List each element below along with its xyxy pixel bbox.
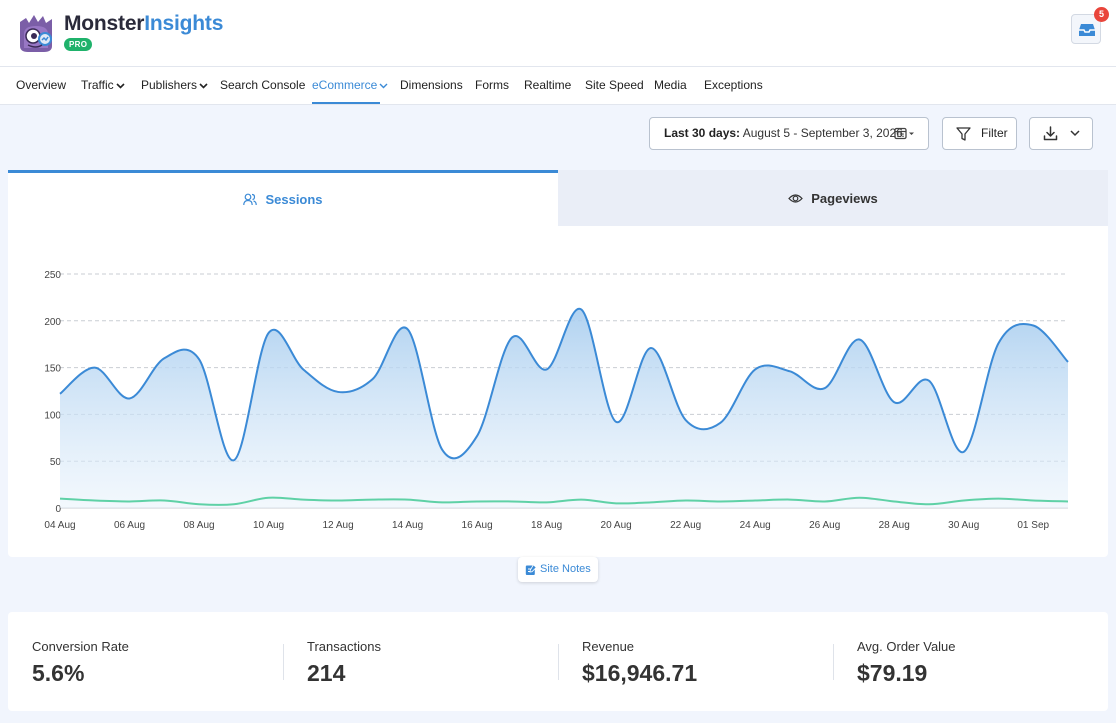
x-tick-label: 16 Aug xyxy=(462,520,493,531)
nav-dimensions[interactable]: Dimensions xyxy=(400,78,463,92)
nav-site-speed[interactable]: Site Speed xyxy=(585,78,644,92)
y-tick-label: 50 xyxy=(50,457,62,468)
stat-label: Revenue xyxy=(582,639,635,654)
stat-revenue: Revenue $16,946.71 xyxy=(558,612,833,711)
stat-value: $16,946.71 xyxy=(582,660,698,686)
users-icon xyxy=(243,193,258,205)
chevron-down-icon xyxy=(199,83,208,89)
x-tick-label: 06 Aug xyxy=(114,520,145,531)
tab-sessions-label: Sessions xyxy=(265,192,323,207)
nav-traffic[interactable]: Traffic xyxy=(81,78,125,92)
stat-divider xyxy=(558,644,559,680)
filter-label: Filter xyxy=(981,126,1008,140)
brand-part-2: Insights xyxy=(144,12,224,35)
x-tick-label: 01 Sep xyxy=(1017,520,1049,531)
brand-name: MonsterInsights xyxy=(64,12,223,36)
nav-forms[interactable]: Forms xyxy=(475,78,509,92)
nav-site-speed-label: Site Speed xyxy=(585,78,644,92)
x-tick-label: 26 Aug xyxy=(809,520,840,531)
download-icon xyxy=(1043,126,1058,141)
x-tick-label: 22 Aug xyxy=(670,520,701,531)
nav-media[interactable]: Media xyxy=(654,78,687,92)
sessions-chart: 0 50 100 150 200 250 04 Aug 06 Aug 08 Aug 10 Aug 1… xyxy=(44,270,1069,531)
inbox-icon xyxy=(1079,24,1095,36)
x-tick-label: 20 Aug xyxy=(601,520,632,531)
secondary-line xyxy=(59,496,1069,506)
tab-pageviews[interactable]: Pageviews xyxy=(558,170,1108,226)
tab-pageviews-label: Pageviews xyxy=(811,191,878,206)
filter-button[interactable]: Filter xyxy=(942,117,1017,150)
stats-panel: Conversion Rate 5.6% Transactions 214 Re… xyxy=(8,612,1108,711)
date-range-value: August 5 - September 3, 2026 xyxy=(742,126,903,140)
nav-publishers[interactable]: Publishers xyxy=(141,78,208,92)
nav-exceptions-label: Exceptions xyxy=(704,78,763,92)
notifications-button[interactable] xyxy=(1071,14,1101,44)
sessions-area xyxy=(60,308,1068,508)
nav-publishers-label: Publishers xyxy=(141,78,198,92)
x-tick-label: 24 Aug xyxy=(740,520,771,531)
x-tick-label: 18 Aug xyxy=(531,520,562,531)
nav-ecommerce-label: eCommerce xyxy=(312,78,378,92)
x-tick-label: 30 Aug xyxy=(948,520,979,531)
stat-divider xyxy=(833,644,834,680)
x-tick-label: 10 Aug xyxy=(253,520,284,531)
stat-transactions: Transactions 214 xyxy=(283,612,558,711)
site-notes-button[interactable]: Site Notes xyxy=(518,557,598,582)
site-notes-label: Site Notes xyxy=(540,563,591,575)
nav-realtime-label: Realtime xyxy=(524,78,572,92)
x-tick-label: 04 Aug xyxy=(44,520,75,531)
date-range-label: Last 30 days: xyxy=(664,126,741,140)
y-tick-label: 250 xyxy=(44,270,61,281)
nav-search-console-label: Search Console xyxy=(220,78,306,92)
header: MonsterInsights PRO 5 xyxy=(0,0,1116,67)
nav-ecommerce[interactable]: eCommerce xyxy=(312,78,388,92)
nav-overview[interactable]: Overview xyxy=(16,78,66,92)
stat-label: Transactions xyxy=(307,639,381,654)
filter-icon xyxy=(956,127,971,141)
chevron-down-icon xyxy=(116,83,125,89)
y-tick-label: 100 xyxy=(44,410,61,421)
tab-sessions[interactable]: Sessions xyxy=(8,170,558,226)
nav-realtime[interactable]: Realtime xyxy=(524,78,571,92)
stat-value: 5.6% xyxy=(32,660,85,686)
nav-media-label: Media xyxy=(654,78,687,92)
brand-part-1: Monster xyxy=(64,12,145,35)
nav-traffic-label: Traffic xyxy=(81,78,114,92)
nav-forms-label: Forms xyxy=(475,78,509,92)
stat-divider xyxy=(283,644,284,680)
nav-dimensions-label: Dimensions xyxy=(400,78,463,92)
stat-conversion-rate: Conversion Rate 5.6% xyxy=(8,612,283,711)
nav-search-console[interactable]: Search Console xyxy=(220,78,305,92)
y-tick-label: 150 xyxy=(44,364,61,375)
nav-exceptions[interactable]: Exceptions xyxy=(704,78,763,92)
stat-value: 214 xyxy=(307,660,346,686)
y-tick-label: 0 xyxy=(55,504,61,515)
sessions-line xyxy=(59,307,1069,462)
x-tick-label: 28 Aug xyxy=(879,520,910,531)
stat-label: Conversion Rate xyxy=(32,639,129,654)
calendar-icon xyxy=(894,127,914,140)
main-nav: Overview Traffic Publishers Search Conso… xyxy=(0,67,1116,105)
stat-avg-order-value: Avg. Order Value $79.19 xyxy=(833,612,1108,711)
pro-badge: PRO xyxy=(64,38,93,51)
chart-panel: Sessions Pageviews 0 50 100 150 200 250 04 Aug… xyxy=(8,170,1108,557)
eye-icon xyxy=(788,193,804,203)
x-tick-label: 14 Aug xyxy=(392,520,423,531)
x-tick-label: 08 Aug xyxy=(183,520,214,531)
notification-count-badge: 5 xyxy=(1094,7,1109,22)
note-edit-icon xyxy=(525,564,537,575)
monster-logo xyxy=(20,15,52,52)
stat-label: Avg. Order Value xyxy=(857,639,956,654)
download-button[interactable] xyxy=(1029,117,1093,150)
nav-overview-label: Overview xyxy=(16,78,67,92)
date-range-picker[interactable]: Last 30 days: August 5 - September 3, 20… xyxy=(649,117,929,150)
active-nav-underline xyxy=(312,102,380,104)
stat-value: $79.19 xyxy=(857,660,928,686)
x-tick-label: 12 Aug xyxy=(322,520,353,531)
chevron-down-icon xyxy=(1070,130,1080,137)
chevron-down-icon xyxy=(379,83,388,89)
y-tick-label: 200 xyxy=(44,317,61,328)
